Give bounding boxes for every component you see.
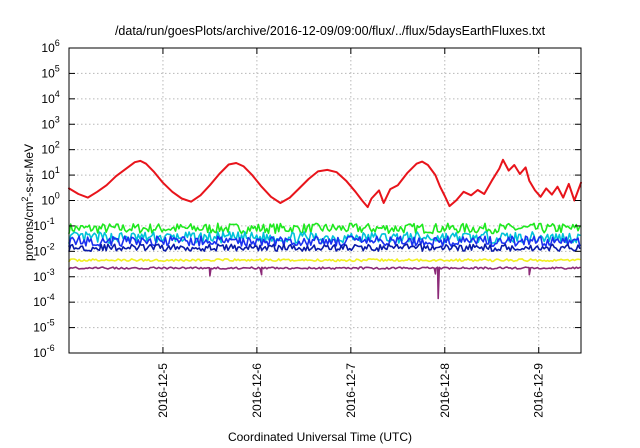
y-tick-exponent: 5 <box>55 63 60 73</box>
y-tick-exponent: -4 <box>47 292 55 302</box>
y-tick-exponent: 2 <box>55 140 60 150</box>
y-tick-exponent: -5 <box>47 318 55 328</box>
ticks-layer: 10-610-510-410-310-210-11001011021031041… <box>33 38 581 418</box>
chart-title: /data/run/goesPlots/archive/2016-12-09/0… <box>115 24 546 38</box>
y-tick-label: 10-2 <box>33 241 54 258</box>
y-tick-exponent: -2 <box>47 241 55 251</box>
y-axis-label-sup: 2 <box>20 197 30 202</box>
y-tick-base: 10 <box>33 219 47 233</box>
y-tick-exponent: -6 <box>47 343 55 353</box>
y-tick-base: 10 <box>41 41 55 55</box>
y-tick-label: 10-5 <box>33 318 54 335</box>
y-tick-label: 10-1 <box>33 216 54 233</box>
y-tick-base: 10 <box>41 194 55 208</box>
series-line-cyan <box>68 231 581 244</box>
y-tick-label: 10-6 <box>33 343 54 360</box>
grid-layer <box>69 48 581 353</box>
x-tick-label: 2016-12-8 <box>438 363 452 418</box>
y-tick-exponent: -1 <box>47 216 55 226</box>
y-tick-exponent: -3 <box>47 267 55 277</box>
series-layer <box>68 158 582 300</box>
y-tick-label: 103 <box>41 114 59 131</box>
series-line-yellow <box>68 258 581 263</box>
x-tick-label: 2016-12-6 <box>250 363 264 418</box>
x-axis-label: Coordinated Universal Time (UTC) <box>228 430 412 444</box>
x-tick-label: 2016-12-5 <box>156 363 170 418</box>
y-tick-label: 10-3 <box>33 267 54 284</box>
y-tick-exponent: 4 <box>55 89 60 99</box>
y-tick-base: 10 <box>41 143 55 157</box>
y-tick-base: 10 <box>41 117 55 131</box>
y-axis-label: protons/cm2-s-sr-MeV <box>20 144 36 261</box>
y-tick-label: 104 <box>41 89 59 106</box>
y-tick-base: 10 <box>41 66 55 80</box>
y-tick-label: 102 <box>41 140 59 157</box>
y-tick-base: 10 <box>41 168 55 182</box>
series-line-purple <box>68 266 581 300</box>
x-tick-label: 2016-12-9 <box>532 363 546 418</box>
y-tick-label: 100 <box>41 191 59 208</box>
y-tick-base: 10 <box>41 92 55 106</box>
y-tick-label: 10-4 <box>33 292 54 309</box>
y-tick-base: 10 <box>33 244 47 258</box>
series-line-red <box>68 158 582 209</box>
y-tick-exponent: 0 <box>55 191 60 201</box>
y-axis-label-after: -s-sr-MeV <box>22 144 36 197</box>
y-tick-base: 10 <box>33 295 47 309</box>
y-tick-base: 10 <box>33 346 47 360</box>
y-tick-base: 10 <box>33 321 47 335</box>
y-tick-exponent: 3 <box>55 114 60 124</box>
series-line-green <box>68 222 581 235</box>
y-tick-exponent: 1 <box>55 165 60 175</box>
y-tick-label: 101 <box>41 165 59 182</box>
y-axis-label-before: protons/cm <box>22 202 36 261</box>
y-tick-exponent: 6 <box>55 38 60 48</box>
series-line-navy <box>68 243 581 252</box>
y-tick-label: 106 <box>41 38 59 55</box>
y-tick-base: 10 <box>33 270 47 284</box>
x-tick-label: 2016-12-7 <box>344 363 358 418</box>
y-tick-label: 105 <box>41 63 59 80</box>
